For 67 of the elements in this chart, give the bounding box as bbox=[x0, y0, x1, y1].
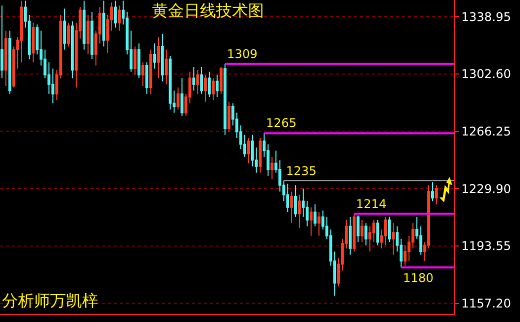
candlestick bbox=[270, 156, 274, 180]
candlestick bbox=[376, 220, 380, 246]
candlestick bbox=[153, 42, 156, 70]
candlestick bbox=[318, 212, 320, 236]
candlestick bbox=[145, 62, 148, 94]
candlestick bbox=[134, 46, 136, 76]
ref-line-label: 1180 bbox=[403, 271, 434, 285]
candlestick bbox=[160, 33, 164, 82]
candlestick bbox=[228, 101, 230, 132]
ref-line-label: 1265 bbox=[266, 116, 297, 130]
candlestick bbox=[220, 66, 223, 94]
candlestick bbox=[392, 222, 395, 256]
candlestick bbox=[286, 183, 290, 213]
candlestick bbox=[224, 63, 226, 136]
candlestick bbox=[196, 70, 200, 94]
candlestick bbox=[4, 30, 8, 86]
candlestick bbox=[314, 204, 317, 227]
candlestick bbox=[204, 74, 207, 102]
candlestick bbox=[348, 216, 352, 256]
candlestick bbox=[82, 0, 86, 50]
candlestick bbox=[70, 20, 74, 79]
candlestick bbox=[90, 11, 94, 60]
candlestick bbox=[247, 138, 250, 164]
candlestick bbox=[310, 206, 313, 236]
candlestick bbox=[0, 5, 4, 79]
candlestick bbox=[176, 87, 180, 110]
candlestick bbox=[63, 8, 66, 50]
y-tick-label: 1338.95 bbox=[461, 10, 512, 24]
candlestick bbox=[67, 22, 70, 48]
y-tick-label: 1266.25 bbox=[461, 124, 512, 138]
ref-line-label: 1235 bbox=[286, 164, 317, 178]
candlestick bbox=[192, 66, 196, 92]
candlestick bbox=[388, 216, 391, 243]
candlestick bbox=[149, 49, 152, 94]
candlestick bbox=[356, 214, 360, 243]
candlestick bbox=[434, 184, 438, 205]
candlestick bbox=[294, 184, 297, 218]
candlestick bbox=[137, 42, 140, 79]
candlestick bbox=[180, 78, 184, 116]
candlestick bbox=[360, 220, 364, 243]
candlestick bbox=[384, 216, 387, 246]
candlestick bbox=[118, 5, 121, 32]
candlestick bbox=[86, 14, 90, 55]
ref-line-label: 1309 bbox=[227, 47, 258, 61]
y-tick-label: 1193.55 bbox=[461, 239, 512, 254]
candlestick bbox=[431, 182, 434, 202]
candlestick bbox=[114, 0, 117, 28]
y-tick-label: 1302.60 bbox=[461, 67, 512, 82]
y-tick-label: 1157.20 bbox=[461, 296, 512, 310]
candlestick bbox=[364, 222, 368, 246]
y-tick-label: 1229.90 bbox=[461, 182, 512, 196]
candlestick bbox=[141, 62, 144, 86]
candlestick bbox=[298, 194, 301, 228]
candlestick bbox=[208, 71, 211, 98]
candlestick bbox=[102, 0, 106, 48]
candlestick bbox=[164, 49, 168, 85]
candlestick bbox=[200, 66, 204, 94]
candlestick bbox=[352, 213, 356, 252]
ref-line-label: 1214 bbox=[356, 197, 387, 211]
candlestick bbox=[258, 138, 262, 174]
candlestick bbox=[32, 22, 35, 63]
candlestick bbox=[157, 36, 160, 79]
candlestick bbox=[290, 191, 294, 224]
annotation: 分析师万凯梓 bbox=[2, 291, 98, 310]
candlestick bbox=[212, 78, 215, 101]
chart-title: 黄金日线技术图 bbox=[152, 1, 264, 20]
candlestick bbox=[216, 74, 219, 98]
